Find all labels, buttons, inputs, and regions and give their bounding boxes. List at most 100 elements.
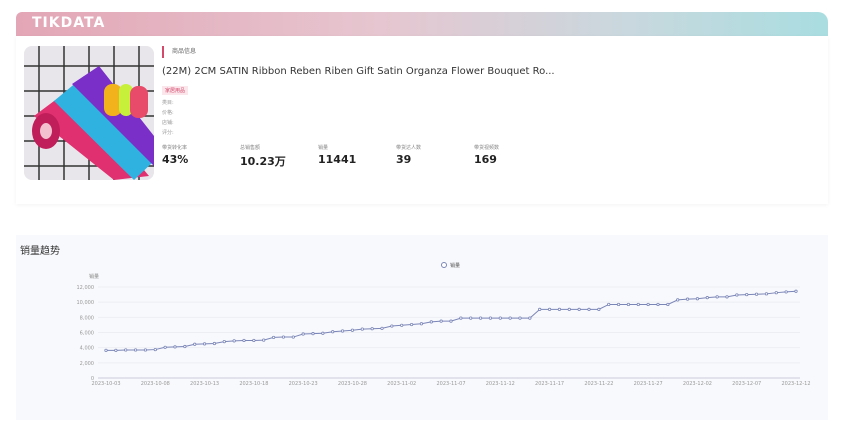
data-point (794, 289, 798, 293)
data-point (331, 330, 335, 334)
header-banner: TIKDATA (16, 12, 828, 36)
y-tick-label: 10,000 (77, 300, 95, 306)
data-point (547, 307, 552, 311)
data-point (183, 344, 187, 349)
legend-marker (441, 262, 447, 268)
data-point (222, 339, 226, 344)
stat-conversion: 带货转化率 43% (162, 145, 189, 166)
data-point (676, 298, 680, 302)
y-tick-label: 2,000 (80, 361, 94, 367)
data-point (449, 319, 453, 323)
data-point (774, 291, 778, 295)
data-point (143, 348, 148, 352)
data-point (715, 295, 719, 299)
data-point (193, 342, 197, 346)
data-point (133, 348, 138, 352)
data-point (429, 320, 433, 324)
x-tick-label: 2023-10-13 (190, 381, 219, 387)
data-point (104, 348, 108, 352)
stat-creators: 带货达人数 39 (396, 145, 422, 166)
data-point (271, 335, 276, 340)
data-point (409, 322, 414, 327)
data-point (705, 296, 709, 300)
info-line: 评分: (162, 130, 174, 136)
data-point (153, 347, 157, 352)
x-tick-label: 2023-10-23 (289, 381, 318, 387)
data-point (636, 302, 640, 307)
data-point (557, 307, 562, 311)
logo: TIKDATA (32, 15, 106, 31)
x-tick-label: 2023-10-18 (239, 381, 268, 387)
data-point (616, 302, 621, 307)
data-point (666, 302, 670, 307)
stat-videos: 带货视频数 169 (474, 145, 500, 166)
data-point (478, 316, 483, 320)
x-tick-label: 2023-12-02 (683, 381, 712, 387)
data-point (163, 345, 167, 349)
data-point (745, 292, 749, 297)
x-tick-label: 2023-11-12 (486, 381, 515, 387)
legend-label: 销量 (450, 262, 460, 269)
data-point (508, 316, 512, 320)
x-tick-label: 2023-11-22 (584, 381, 613, 387)
data-point (311, 332, 315, 336)
data-point (390, 324, 394, 328)
data-point (350, 328, 355, 332)
data-point (321, 331, 325, 335)
data-point (469, 316, 473, 320)
x-tick-label: 2023-10-28 (338, 381, 367, 387)
data-point (212, 341, 217, 346)
data-point (439, 319, 443, 323)
data-point (764, 292, 769, 296)
data-point (587, 307, 591, 311)
data-point (538, 307, 542, 311)
y-axis-label: 销量 (89, 273, 99, 280)
data-point (281, 335, 286, 339)
y-tick-label: 6,000 (80, 331, 94, 337)
product-image (24, 46, 154, 180)
chart-title: 销量趋势 (20, 246, 60, 257)
data-point (518, 316, 522, 320)
x-tick-label: 2023-12-12 (781, 381, 810, 387)
data-point (656, 302, 660, 307)
data-point (301, 332, 305, 336)
x-tick-label: 2023-10-03 (91, 381, 120, 387)
stat-revenue: 总销售额 10.23万 (240, 145, 286, 168)
data-point (784, 290, 788, 294)
info-line: 店铺: (162, 120, 174, 126)
x-tick-label: 2023-12-07 (732, 381, 761, 387)
data-point (291, 335, 295, 339)
data-point (577, 307, 581, 311)
x-tick-label: 2023-11-07 (436, 381, 465, 387)
data-point (124, 348, 128, 352)
data-point (498, 316, 502, 320)
data-point (607, 302, 611, 307)
data-point (262, 338, 266, 342)
data-point (459, 316, 463, 320)
product-title[interactable]: (22M) 2CM SATIN Ribbon Reben Riben Gift … (162, 66, 555, 77)
data-point (735, 293, 739, 297)
x-tick-label: 2023-11-02 (387, 381, 416, 387)
data-point (400, 323, 404, 327)
data-point (202, 342, 207, 346)
data-point (626, 302, 631, 307)
data-point (252, 338, 256, 343)
data-point (567, 307, 571, 311)
data-point (754, 292, 759, 296)
x-tick-label: 2023-10-08 (141, 381, 170, 387)
data-point (232, 339, 236, 343)
data-point (173, 345, 177, 349)
data-point (360, 327, 364, 331)
y-tick-label: 12,000 (77, 285, 95, 291)
info-line: 类目: (162, 100, 174, 106)
data-point (646, 302, 650, 307)
y-tick-label: 0 (91, 376, 94, 382)
data-point (370, 327, 374, 331)
x-tick-label: 2023-11-17 (535, 381, 564, 387)
data-point (380, 326, 384, 330)
data-point (419, 322, 424, 326)
y-tick-label: 4,000 (80, 346, 94, 352)
y-tick-label: 8,000 (80, 315, 94, 321)
section-label: 商品信息 (162, 46, 802, 58)
